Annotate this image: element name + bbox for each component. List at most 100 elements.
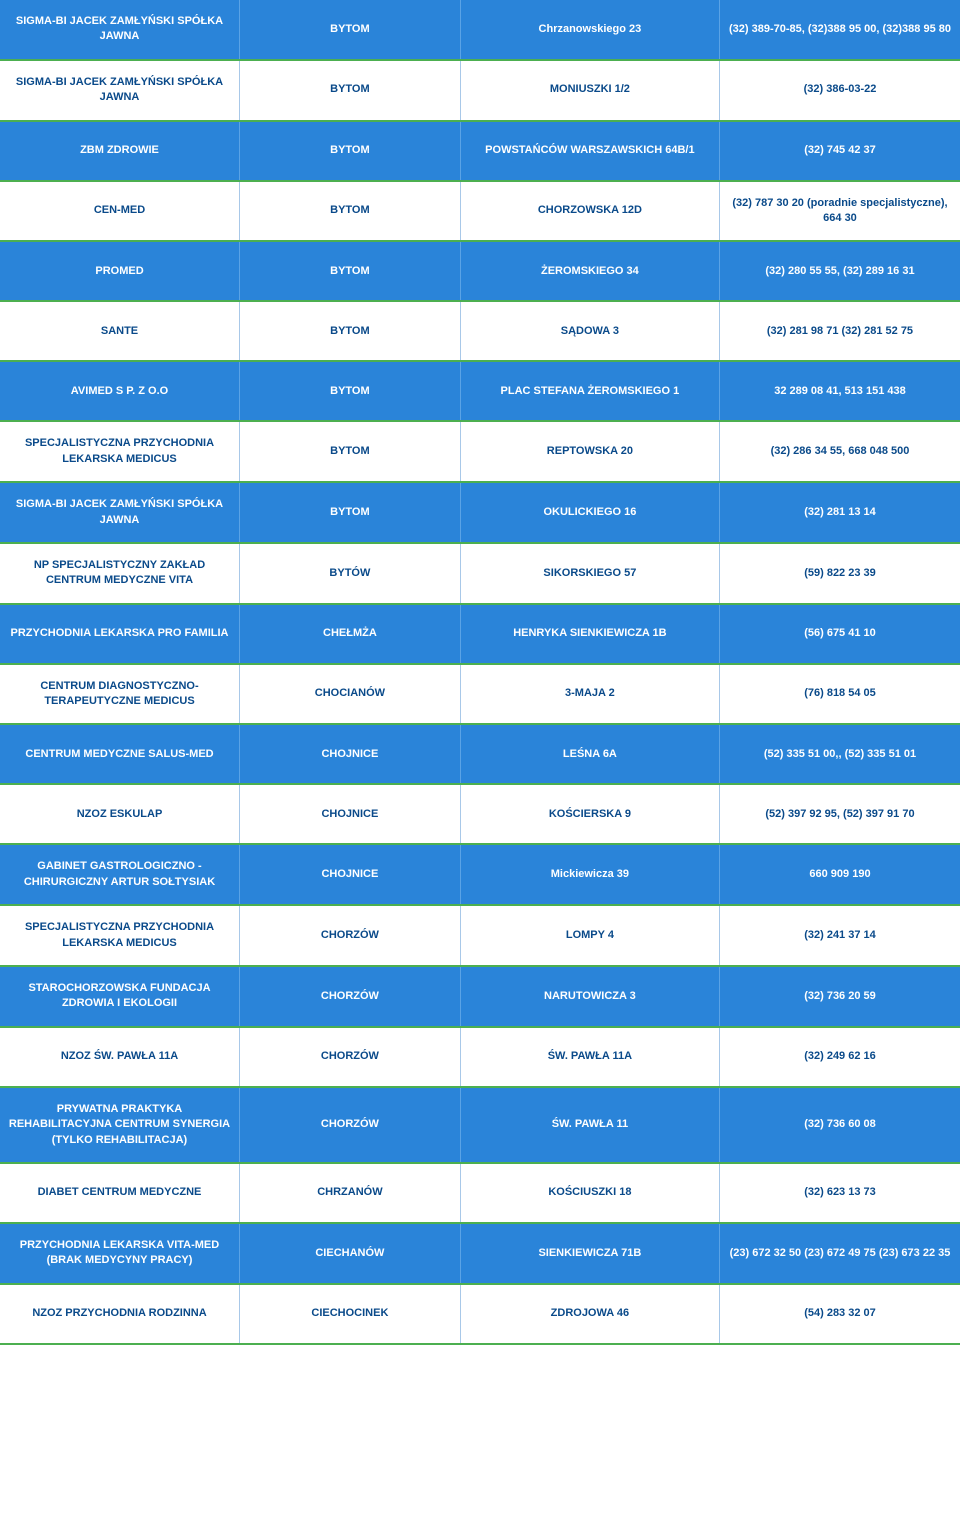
cell-city: BYTOM [240, 122, 461, 180]
cell-facility-name: AVIMED S P. Z O.O [0, 362, 240, 420]
cell-facility-name: NZOZ ESKULAP [0, 785, 240, 843]
cell-address: REPTOWSKA 20 [461, 422, 720, 481]
cell-city: CHOCIANÓW [240, 665, 461, 724]
table-row: GABINET GASTROLOGICZNO - CHIRURGICZNY AR… [0, 845, 960, 906]
cell-phone: (32) 280 55 55, (32) 289 16 31 [720, 242, 960, 300]
cell-facility-name: CENTRUM MEDYCZNE SALUS-MED [0, 725, 240, 783]
table-row: SIGMA-BI JACEK ZAMŁYŃSKI SPÓŁKA JAWNABYT… [0, 483, 960, 544]
directory-table: SIGMA-BI JACEK ZAMŁYŃSKI SPÓŁKA JAWNABYT… [0, 0, 960, 1345]
cell-city: CHEŁMŻA [240, 605, 461, 663]
cell-city: CHOJNICE [240, 785, 461, 843]
cell-address: ZDROJOWA 46 [461, 1285, 720, 1343]
cell-phone: (32) 745 42 37 [720, 122, 960, 180]
table-row: PRZYCHODNIA LEKARSKA PRO FAMILIACHEŁMŻAH… [0, 605, 960, 665]
cell-city: CHORZÓW [240, 1028, 461, 1086]
table-row: SPECJALISTYCZNA PRZYCHODNIA LEKARSKA MED… [0, 906, 960, 967]
cell-phone: (32) 623 13 73 [720, 1164, 960, 1222]
cell-address: LOMPY 4 [461, 906, 720, 965]
cell-phone: (54) 283 32 07 [720, 1285, 960, 1343]
cell-phone: (23) 672 32 50 (23) 672 49 75 (23) 673 2… [720, 1224, 960, 1283]
table-row: PRZYCHODNIA LEKARSKA VITA-MED (BRAK MEDY… [0, 1224, 960, 1285]
cell-address: ŚW. PAWŁA 11A [461, 1028, 720, 1086]
cell-city: BYTOM [240, 0, 461, 59]
cell-phone: (32) 386-03-22 [720, 61, 960, 120]
cell-facility-name: NZOZ ŚW. PAWŁA 11A [0, 1028, 240, 1086]
cell-address: HENRYKA SIENKIEWICZA 1B [461, 605, 720, 663]
cell-facility-name: SIGMA-BI JACEK ZAMŁYŃSKI SPÓŁKA JAWNA [0, 0, 240, 59]
table-row: SIGMA-BI JACEK ZAMŁYŃSKI SPÓŁKA JAWNABYT… [0, 61, 960, 122]
cell-facility-name: ZBM ZDROWIE [0, 122, 240, 180]
cell-address: 3-MAJA 2 [461, 665, 720, 724]
cell-facility-name: GABINET GASTROLOGICZNO - CHIRURGICZNY AR… [0, 845, 240, 904]
cell-phone: (32) 281 98 71 (32) 281 52 75 [720, 302, 960, 360]
cell-address: CHORZOWSKA 12D [461, 182, 720, 241]
cell-city: CHORZÓW [240, 967, 461, 1026]
cell-facility-name: CENTRUM DIAGNOSTYCZNO-TERAPEUTYCZNE MEDI… [0, 665, 240, 724]
cell-city: CHORZÓW [240, 906, 461, 965]
cell-facility-name: SPECJALISTYCZNA PRZYCHODNIA LEKARSKA MED… [0, 422, 240, 481]
cell-facility-name: NZOZ PRZYCHODNIA RODZINNA [0, 1285, 240, 1343]
cell-address: ŻEROMSKIEGO 34 [461, 242, 720, 300]
cell-address: KOŚCIUSZKI 18 [461, 1164, 720, 1222]
cell-city: BYTOM [240, 61, 461, 120]
cell-phone: (52) 335 51 00,, (52) 335 51 01 [720, 725, 960, 783]
cell-city: BYTÓW [240, 544, 461, 603]
cell-facility-name: PRYWATNA PRAKTYKA REHABILITACYJNA CENTRU… [0, 1088, 240, 1162]
cell-facility-name: NP SPECJALISTYCZNY ZAKŁAD CENTRUM MEDYCZ… [0, 544, 240, 603]
cell-address: Chrzanowskiego 23 [461, 0, 720, 59]
cell-city: CIECHANÓW [240, 1224, 461, 1283]
table-row: PRYWATNA PRAKTYKA REHABILITACYJNA CENTRU… [0, 1088, 960, 1164]
table-row: AVIMED S P. Z O.OBYTOMPLAC STEFANA ŻEROM… [0, 362, 960, 422]
cell-city: CHOJNICE [240, 845, 461, 904]
table-row: NP SPECJALISTYCZNY ZAKŁAD CENTRUM MEDYCZ… [0, 544, 960, 605]
cell-facility-name: SANTE [0, 302, 240, 360]
cell-city: BYTOM [240, 242, 461, 300]
table-row: STAROCHORZOWSKA FUNDACJA ZDROWIA I EKOLO… [0, 967, 960, 1028]
cell-phone: 660 909 190 [720, 845, 960, 904]
table-row: PROMEDBYTOMŻEROMSKIEGO 34(32) 280 55 55,… [0, 242, 960, 302]
cell-phone: (32) 736 60 08 [720, 1088, 960, 1162]
cell-city: CHORZÓW [240, 1088, 461, 1162]
cell-address: SĄDOWA 3 [461, 302, 720, 360]
cell-facility-name: STAROCHORZOWSKA FUNDACJA ZDROWIA I EKOLO… [0, 967, 240, 1026]
table-row: NZOZ ESKULAPCHOJNICEKOŚCIERSKA 9(52) 397… [0, 785, 960, 845]
cell-facility-name: SIGMA-BI JACEK ZAMŁYŃSKI SPÓŁKA JAWNA [0, 61, 240, 120]
cell-city: CHRZANÓW [240, 1164, 461, 1222]
cell-city: BYTOM [240, 483, 461, 542]
cell-city: BYTOM [240, 302, 461, 360]
table-row: SPECJALISTYCZNA PRZYCHODNIA LEKARSKA MED… [0, 422, 960, 483]
table-row: NZOZ PRZYCHODNIA RODZINNACIECHOCINEKZDRO… [0, 1285, 960, 1345]
cell-phone: (56) 675 41 10 [720, 605, 960, 663]
cell-phone: (59) 822 23 39 [720, 544, 960, 603]
cell-phone: (32) 241 37 14 [720, 906, 960, 965]
cell-address: NARUTOWICZA 3 [461, 967, 720, 1026]
table-row: SANTEBYTOMSĄDOWA 3(32) 281 98 71 (32) 28… [0, 302, 960, 362]
cell-address: ŚW. PAWŁA 11 [461, 1088, 720, 1162]
cell-phone: (32) 787 30 20 (poradnie specjalistyczne… [720, 182, 960, 241]
cell-phone: (52) 397 92 95, (52) 397 91 70 [720, 785, 960, 843]
cell-address: SIENKIEWICZA 71B [461, 1224, 720, 1283]
cell-phone: (32) 249 62 16 [720, 1028, 960, 1086]
cell-facility-name: PROMED [0, 242, 240, 300]
cell-address: LEŚNA 6A [461, 725, 720, 783]
cell-phone: (32) 286 34 55, 668 048 500 [720, 422, 960, 481]
cell-city: CHOJNICE [240, 725, 461, 783]
cell-address: MONIUSZKI 1/2 [461, 61, 720, 120]
cell-facility-name: PRZYCHODNIA LEKARSKA PRO FAMILIA [0, 605, 240, 663]
cell-city: BYTOM [240, 362, 461, 420]
cell-address: SIKORSKIEGO 57 [461, 544, 720, 603]
table-row: CEN-MEDBYTOMCHORZOWSKA 12D(32) 787 30 20… [0, 182, 960, 243]
cell-phone: 32 289 08 41, 513 151 438 [720, 362, 960, 420]
table-row: CENTRUM DIAGNOSTYCZNO-TERAPEUTYCZNE MEDI… [0, 665, 960, 726]
cell-facility-name: SIGMA-BI JACEK ZAMŁYŃSKI SPÓŁKA JAWNA [0, 483, 240, 542]
table-row: CENTRUM MEDYCZNE SALUS-MEDCHOJNICELEŚNA … [0, 725, 960, 785]
cell-address: PLAC STEFANA ŻEROMSKIEGO 1 [461, 362, 720, 420]
table-row: DIABET CENTRUM MEDYCZNECHRZANÓWKOŚCIUSZK… [0, 1164, 960, 1224]
cell-phone: (76) 818 54 05 [720, 665, 960, 724]
cell-city: BYTOM [240, 422, 461, 481]
cell-address: OKULICKIEGO 16 [461, 483, 720, 542]
cell-city: CIECHOCINEK [240, 1285, 461, 1343]
cell-facility-name: CEN-MED [0, 182, 240, 241]
cell-address: POWSTAŃCÓW WARSZAWSKICH 64B/1 [461, 122, 720, 180]
cell-address: Mickiewicza 39 [461, 845, 720, 904]
